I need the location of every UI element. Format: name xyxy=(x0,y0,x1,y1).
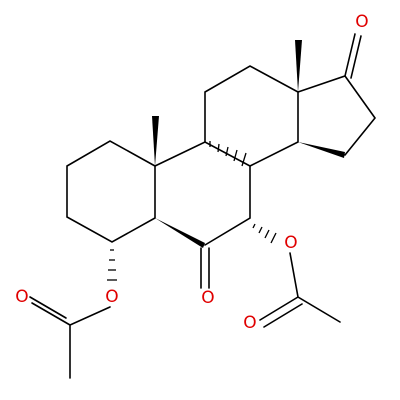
atom-label: O xyxy=(201,288,214,308)
atom-label: O xyxy=(355,12,368,32)
wedge xyxy=(155,218,205,248)
atom-label: O xyxy=(15,287,28,307)
atom-label: O xyxy=(243,313,256,333)
atom-label: O xyxy=(284,233,297,253)
atom-label: O xyxy=(105,287,118,307)
bonds xyxy=(29,33,377,379)
